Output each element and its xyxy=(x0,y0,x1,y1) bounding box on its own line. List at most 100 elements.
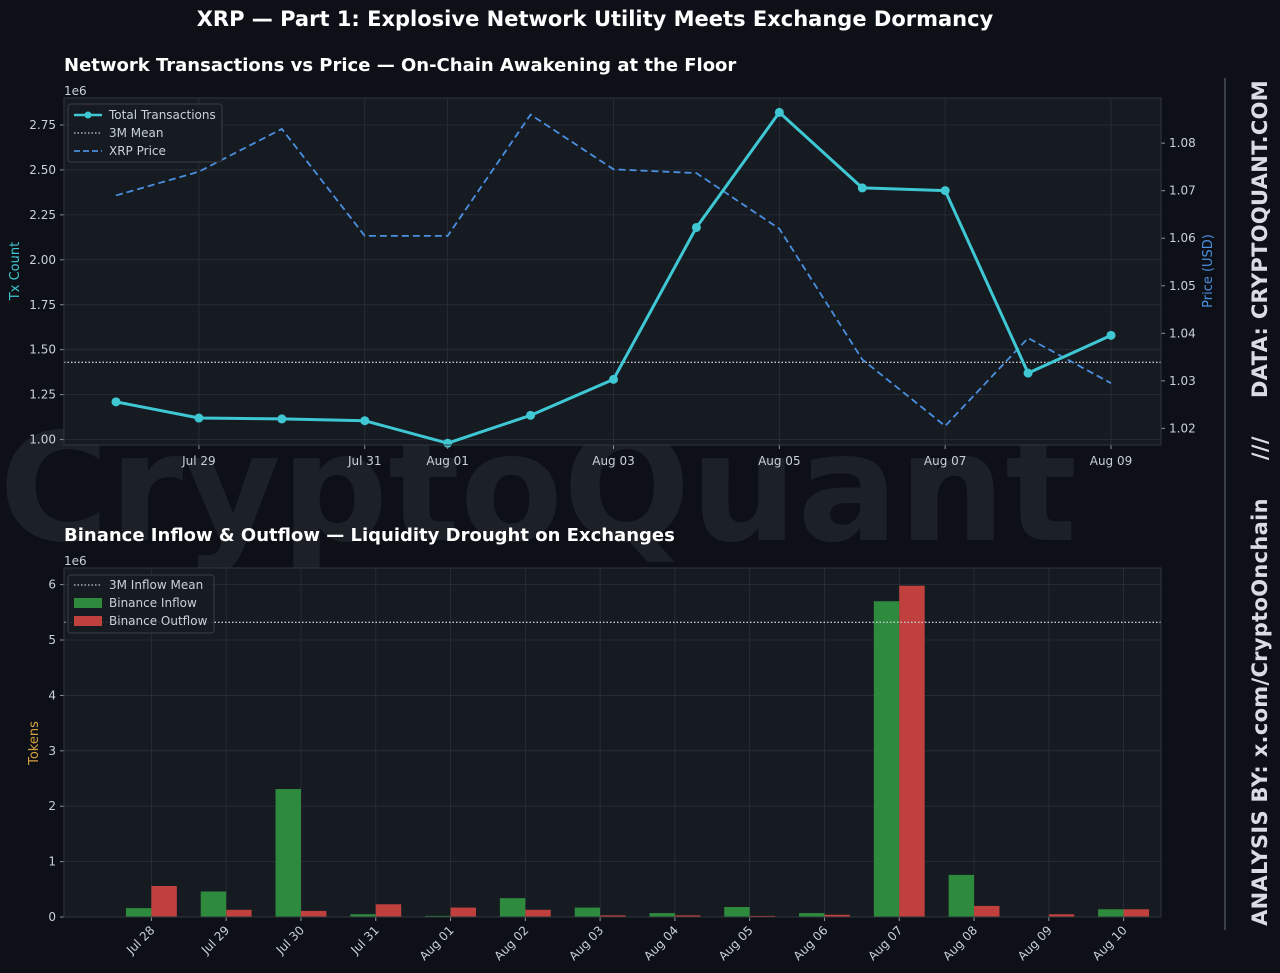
tokens-tick-label: 6 xyxy=(48,578,56,592)
total-transactions-point xyxy=(691,222,701,232)
total-transactions-point xyxy=(277,414,287,424)
category-tick-label: Aug 09 xyxy=(1015,923,1055,963)
tx-tick-label: 2.00 xyxy=(29,253,56,267)
total-transactions-point xyxy=(111,397,121,407)
price-tick-label: 1.05 xyxy=(1169,279,1196,293)
category-tick-label: Jul 31 xyxy=(348,923,382,957)
price-tick-label: 1.04 xyxy=(1169,326,1196,340)
total-transactions-point xyxy=(940,186,950,196)
category-tick-label: Aug 02 xyxy=(491,923,531,963)
binance-bars-layer xyxy=(125,585,1150,917)
binance-inflow-bar xyxy=(873,601,900,917)
tx-series-layer xyxy=(111,107,1116,448)
total-transactions-point xyxy=(774,107,784,117)
binance-outflow-bar xyxy=(226,909,252,917)
category-tick-label: Aug 03 xyxy=(566,923,606,963)
binance-outflow-bar xyxy=(674,915,701,917)
transactions-chart: Network Transactions vs Price — On-Chain… xyxy=(8,55,1216,468)
price-tick-label: 1.03 xyxy=(1169,374,1196,388)
category-tick-label: Aug 04 xyxy=(641,923,681,963)
legend-outflow-label: Binance Outflow xyxy=(109,614,208,628)
category-tick-label: Aug 07 xyxy=(865,923,905,963)
analysis-credit: ANALYSIS BY: x.com/CryptoOnchain xyxy=(1248,498,1272,926)
legend-price-label: XRP Price xyxy=(109,144,166,158)
category-tick-label: Aug 01 xyxy=(417,923,457,963)
price-tick-label: 1.08 xyxy=(1169,136,1196,150)
binance-inflow-bar xyxy=(724,907,750,917)
binance-outflow-bar xyxy=(974,905,1000,917)
legend-inflow-label: Binance Inflow xyxy=(109,596,197,610)
binance-inflow-bar xyxy=(350,914,376,917)
total-transactions-point xyxy=(194,413,204,423)
binance-chart-title: Binance Inflow & Outflow — Liquidity Dro… xyxy=(64,525,675,546)
date-tick-label: Jul 29 xyxy=(181,454,216,468)
binance-inflow-bar xyxy=(574,907,601,917)
category-tick-label: Jul 30 xyxy=(273,923,307,957)
date-tick-label: Aug 01 xyxy=(426,454,469,468)
tokens-tick-label: 2 xyxy=(48,799,56,813)
figure-suptitle: XRP — Part 1: Explosive Network Utility … xyxy=(197,7,994,31)
binance-outflow-bar xyxy=(450,907,476,917)
price-series-layer xyxy=(115,113,1112,428)
transactions-frame xyxy=(63,97,1162,446)
binance-outflow-bar xyxy=(1123,909,1150,917)
tokens-tick-label: 1 xyxy=(48,855,56,869)
binance-inflow-bar xyxy=(200,891,227,917)
tokens-tick-label: 4 xyxy=(48,688,56,702)
binance-inflow-bar xyxy=(275,789,301,917)
xrp-price-line xyxy=(115,113,1112,428)
tx-tick-label: 1.50 xyxy=(29,343,56,357)
transactions-axes: 1.00 1.25 1.50 1.75 2.00 2.25 2.50 2.75 Jul 29 Ju… xyxy=(29,97,1196,468)
total-transactions-point xyxy=(360,416,370,426)
tx-tick-label: 2.75 xyxy=(29,118,56,132)
price-axis-label: Price (USD) xyxy=(1201,234,1216,308)
binance-inflow-bar xyxy=(1098,909,1124,917)
legend-mean-label: 3M Mean xyxy=(109,126,164,140)
tokens-axis-label: Tokens xyxy=(27,721,42,766)
total-transactions-point xyxy=(526,410,536,420)
category-tick-label: Aug 08 xyxy=(940,923,980,963)
binance-outflow-bar xyxy=(300,910,327,917)
tokens-tick-label: 5 xyxy=(48,633,56,647)
binance-inflow-bar xyxy=(425,915,451,917)
binance-outflow-bar xyxy=(525,909,551,917)
binance-outflow-bar xyxy=(824,914,850,917)
category-tick-label: Aug 05 xyxy=(716,923,756,963)
legend-inflow-swatch xyxy=(74,598,102,608)
binance-flow-chart: Binance Inflow & Outflow — Liquidity Dro… xyxy=(27,525,1162,963)
binance-frame xyxy=(63,567,1162,918)
transactions-plot-area xyxy=(64,98,1161,445)
legend-outflow-swatch xyxy=(74,616,102,626)
legend-tx-label: Total Transactions xyxy=(108,108,216,122)
tx-tick-label: 2.50 xyxy=(29,163,56,177)
binance-outflow-bar xyxy=(899,585,925,917)
binance-outflow-bar xyxy=(749,915,776,917)
date-tick-label: Jul 31 xyxy=(347,454,382,468)
price-tick-label: 1.02 xyxy=(1169,421,1196,435)
legend-inflow-mean-label: 3M Inflow Mean xyxy=(109,578,203,592)
transactions-legend-box xyxy=(67,103,223,163)
tx-tick-label: 1.75 xyxy=(29,298,56,312)
binance-outflow-bar xyxy=(375,904,402,917)
binance-outflow-bar xyxy=(151,885,177,917)
price-tick-label: 1.06 xyxy=(1169,231,1196,245)
total-transactions-point xyxy=(609,374,618,384)
date-tick-label: Aug 03 xyxy=(592,454,635,468)
attribution-sidebar: ANALYSIS BY: x.com/CryptoOnchain /// DAT… xyxy=(1248,80,1272,926)
tx-tick-label: 1.00 xyxy=(29,433,56,447)
total-transactions-point xyxy=(1106,330,1116,340)
tokens-tick-label: 0 xyxy=(48,910,56,924)
tokens-tick-label: 3 xyxy=(48,744,56,758)
date-tick-label: Aug 09 xyxy=(1090,454,1133,468)
sidebar-divider xyxy=(1224,78,1226,930)
binance-inflow-bar xyxy=(499,898,526,917)
binance-inflow-bar xyxy=(125,908,152,917)
tx-tick-label: 1.25 xyxy=(29,388,56,402)
sidebar-separator: /// xyxy=(1248,436,1272,461)
tx-tick-label: 2.25 xyxy=(29,208,56,222)
total-transactions-point xyxy=(857,183,867,193)
category-tick-label: Jul 28 xyxy=(123,923,157,957)
legend-tx-marker xyxy=(84,111,92,119)
price-tick-label: 1.07 xyxy=(1169,184,1196,198)
